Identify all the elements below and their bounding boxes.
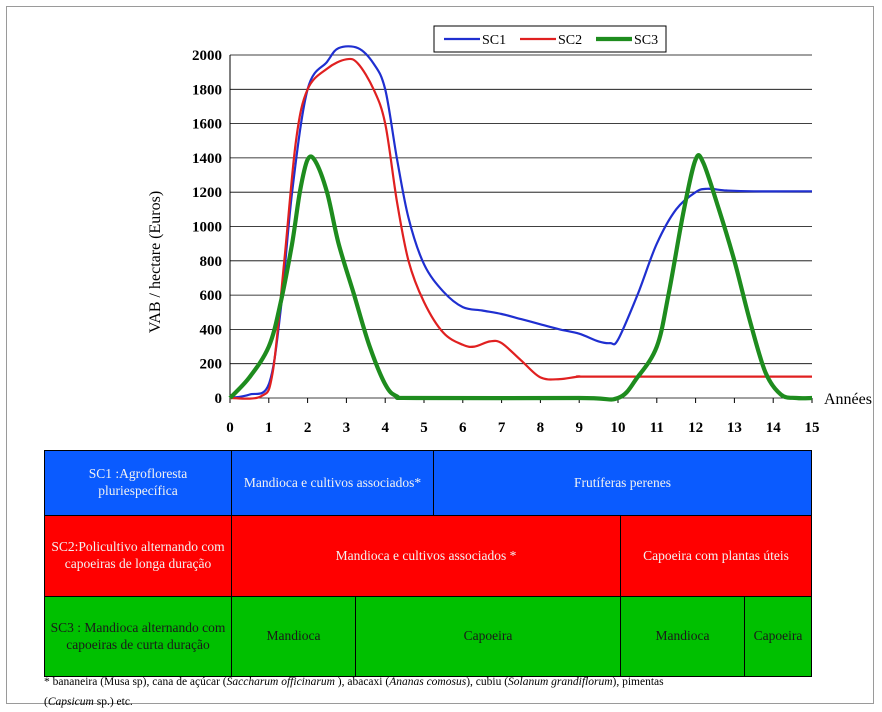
footnote-text: ), pimentas [612, 676, 664, 688]
figure-frame [6, 6, 874, 704]
y-tick-label: 200 [200, 357, 223, 373]
footnote-species: Saccharum officinarum [226, 676, 335, 688]
footnote-text: ), cubiu ( [466, 676, 509, 688]
x-tick-label: 6 [459, 420, 467, 436]
legend: SC1 SC2 SC3 [433, 25, 667, 53]
x-tick-label: 8 [537, 420, 545, 436]
x-tick-label: 3 [343, 420, 351, 436]
y-tick-label: 1600 [192, 117, 222, 133]
series-lines [228, 45, 813, 402]
footnote-species: Ananas comosus [389, 676, 467, 688]
lane-sc3-label: SC3 : Mandioca alternando com capoeiras … [44, 596, 232, 677]
x-tick-label: 12 [688, 420, 703, 436]
lane-sc1-phase-2: Frutíferas perenes [433, 450, 812, 516]
x-tick-label: 14 [766, 420, 782, 436]
x-tick-label: 7 [498, 420, 506, 436]
lane-sc3-phase-4: Capoeira [744, 596, 812, 677]
lane-sc2: SC2:Policultivo alternando com capoeiras… [44, 515, 812, 597]
legend-label-sc1: SC1 [482, 33, 506, 48]
y-tick-label: 600 [200, 288, 223, 304]
footnote: * bananeira (Musa sp), cana de açúcar (S… [44, 672, 834, 712]
legend-label-sc3: SC3 [634, 33, 658, 48]
y-tick-label: 0 [215, 391, 223, 407]
lane-sc3-phase-3: Mandioca [620, 596, 745, 677]
x-tick-label: 13 [727, 420, 742, 436]
phase-table: SC1 :Agrofloresta pluriespecífica Mandio… [44, 450, 812, 677]
x-tick-label: 2 [304, 420, 312, 436]
y-tick-label: 2000 [192, 48, 222, 64]
x-tick-label: 9 [575, 420, 583, 436]
x-tick-label: 4 [381, 420, 389, 436]
y-tick-label: 1800 [192, 82, 222, 98]
y-tick-label: 800 [200, 254, 223, 270]
y-tick-label: 1400 [192, 151, 222, 167]
x-tick-label: 0 [226, 420, 234, 436]
x-tick-label: 5 [420, 420, 428, 436]
footnote-species: Capsicum [47, 696, 94, 708]
grid-lines [230, 54, 812, 399]
lane-sc2-label: SC2:Policultivo alternando com capoeiras… [44, 515, 232, 597]
series-line-sc3 [228, 153, 813, 402]
y-axis-title: VAB / hectare (Euros) [147, 191, 164, 333]
lane-sc1: SC1 :Agrofloresta pluriespecífica Mandio… [44, 450, 812, 516]
x-tick-label: 11 [650, 420, 664, 436]
lane-sc1-phase-1: Mandioca e cultivos associados* [231, 450, 434, 516]
series-line-sc1 [229, 45, 813, 400]
x-tick-label: 10 [611, 420, 626, 436]
lane-sc3: SC3 : Mandioca alternando com capoeiras … [44, 596, 812, 677]
footnote-text: sp.) etc. [93, 696, 133, 708]
legend-label-sc2: SC2 [558, 33, 582, 48]
x-tick-label: 1 [265, 420, 273, 436]
lane-sc2-phase-2: Capoeira com plantas úteis [620, 515, 812, 597]
y-tick-label: 1000 [192, 220, 222, 236]
lane-sc3-phase-1: Mandioca [231, 596, 356, 677]
footnote-text: ), abacaxi ( [334, 676, 390, 688]
lane-sc3-phase-2: Capoeira [355, 596, 621, 677]
footnote-text: ( [44, 696, 48, 708]
x-tick-label: 15 [805, 420, 820, 436]
x-axis-title: Années [824, 391, 872, 408]
y-tick-label: 400 [200, 322, 223, 338]
lane-sc2-phase-1: Mandioca e cultivos associados * [231, 515, 621, 597]
lane-sc1-label: SC1 :Agrofloresta pluriespecífica [44, 450, 232, 516]
footnote-species: Solanum grandiflorum [508, 676, 613, 688]
footnote-text: * bananeira (Musa sp), cana de açúcar ( [44, 676, 227, 688]
series-line-sc2 [229, 57, 812, 400]
y-tick-label: 1200 [192, 185, 222, 201]
